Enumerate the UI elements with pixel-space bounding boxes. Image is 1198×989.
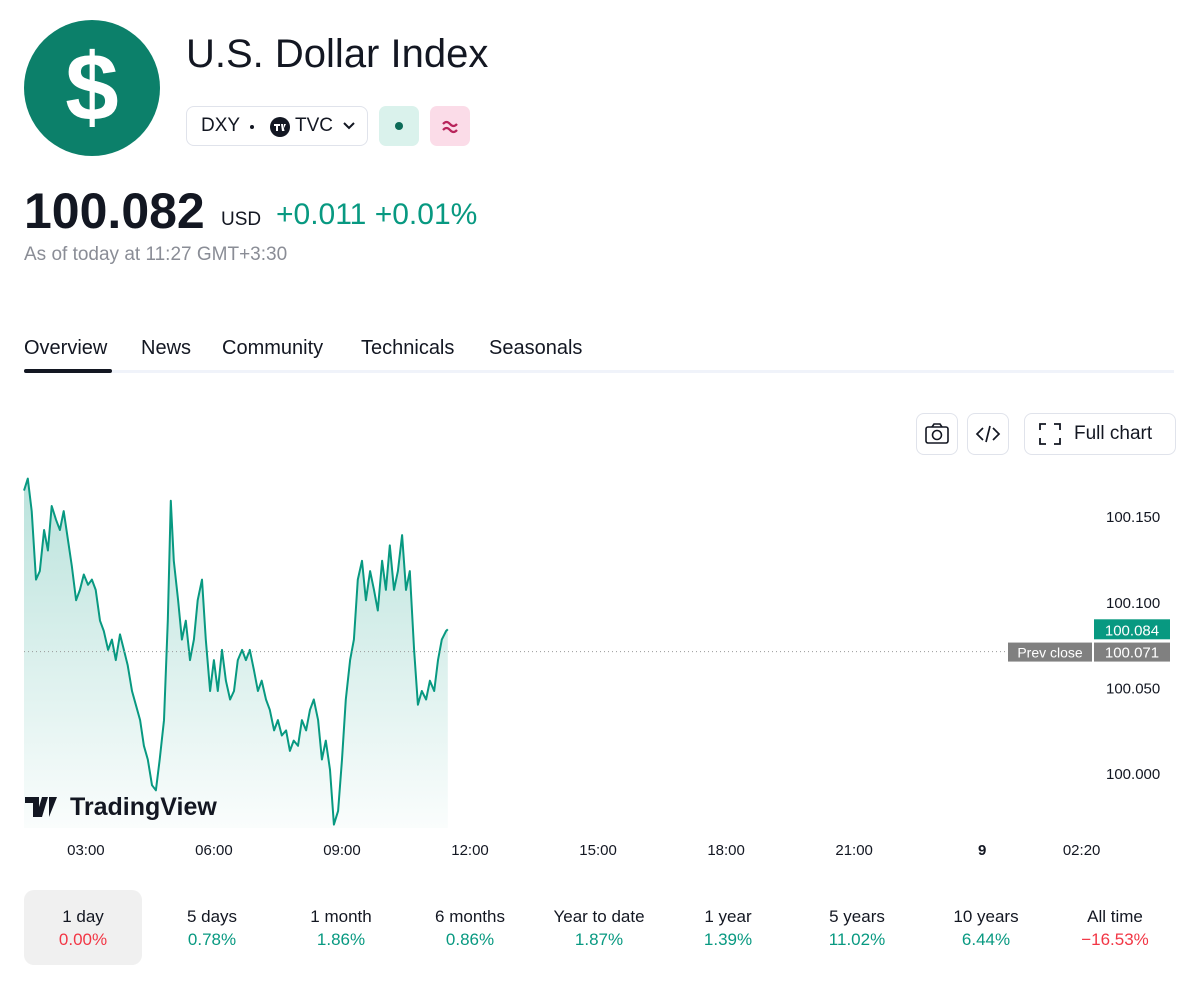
last-value: 100.084 bbox=[1105, 622, 1159, 639]
period-change: 1.86% bbox=[316, 930, 366, 949]
x-tick-label: 21:00 bbox=[835, 842, 873, 859]
period[interactable]: 1 month 1.86% bbox=[282, 890, 400, 965]
x-tick-label: 12:00 bbox=[451, 842, 489, 859]
period-label: 1 month bbox=[310, 907, 372, 926]
period-label: Year to date bbox=[553, 907, 645, 926]
prev-close-value: 100.071 bbox=[1105, 645, 1159, 662]
period-label: 5 years bbox=[829, 907, 885, 926]
period-change: 0.86% bbox=[445, 930, 495, 949]
period-label: 1 year bbox=[704, 907, 752, 926]
tab[interactable]: News bbox=[141, 337, 192, 359]
price: 100.082 bbox=[24, 183, 205, 239]
x-tick-label: 18:00 bbox=[707, 842, 745, 859]
period-change: 0.78% bbox=[187, 930, 237, 949]
as-of: As of today at 11:27 GMT+3:30 bbox=[24, 244, 288, 265]
exchange-icon bbox=[270, 117, 290, 137]
period-change: 1.39% bbox=[703, 930, 753, 949]
period-label: 1 day bbox=[62, 907, 104, 926]
chevron bbox=[343, 122, 355, 130]
change: +0.011 +0.01% bbox=[276, 198, 477, 232]
period-change: 1.87% bbox=[574, 930, 624, 949]
x-tick-label: 9 bbox=[978, 842, 986, 859]
tab-indicator bbox=[24, 369, 112, 373]
currency: USD bbox=[221, 209, 262, 230]
tab[interactable]: Overview bbox=[24, 337, 108, 359]
x-tick-label: 02:20 bbox=[1063, 842, 1101, 859]
period-label: 6 months bbox=[435, 907, 505, 926]
y-tick-label: 100.150 bbox=[1106, 509, 1160, 526]
separator bbox=[250, 125, 254, 129]
prev-close-label: Prev close bbox=[1017, 645, 1083, 661]
symbol-selector[interactable]: DXY TVC bbox=[186, 106, 368, 146]
period-change: 0.00% bbox=[58, 930, 108, 949]
period-change: 6.44% bbox=[961, 930, 1011, 949]
period-label: 10 years bbox=[953, 907, 1019, 926]
period[interactable]: 5 years 11.02% bbox=[798, 890, 916, 965]
period-change: 11.02% bbox=[828, 930, 886, 949]
period-label: 5 days bbox=[186, 907, 238, 926]
watermark-logo bbox=[25, 797, 57, 817]
x-tick-label: 15:00 bbox=[579, 842, 617, 859]
y-tick-label: 100.050 bbox=[1106, 681, 1160, 698]
last-value-box bbox=[1094, 619, 1170, 640]
prev-close-box bbox=[1094, 642, 1170, 662]
market-open-badge[interactable] bbox=[379, 106, 419, 146]
area bbox=[24, 478, 448, 828]
snapshot-button[interactable] bbox=[916, 413, 958, 455]
title: U.S. Dollar Index bbox=[186, 32, 489, 76]
x-tick-label: 06:00 bbox=[195, 842, 233, 859]
embed-button[interactable] bbox=[967, 413, 1009, 455]
full-chart-label: Full chart bbox=[1074, 423, 1153, 444]
period[interactable]: 5 days 0.78% bbox=[153, 890, 271, 965]
logo: $ bbox=[24, 20, 160, 156]
y-tick-label: 100.100 bbox=[1106, 595, 1160, 612]
symbol: DXY bbox=[201, 115, 241, 136]
code-icon bbox=[975, 425, 1001, 443]
expand-icon bbox=[1039, 423, 1061, 445]
exchange: TVC bbox=[295, 115, 333, 136]
x-tick-label: 09:00 bbox=[323, 842, 361, 859]
y-tick-label: 100.000 bbox=[1106, 766, 1160, 783]
tab-rule bbox=[24, 370, 1174, 373]
x-tick-label: 03:00 bbox=[67, 842, 105, 859]
change-pct: +0.01% bbox=[374, 198, 478, 231]
period[interactable]: 1 year 1.39% bbox=[669, 890, 787, 965]
tab[interactable]: Seasonals bbox=[489, 337, 583, 359]
prev-close-tag bbox=[1008, 642, 1092, 662]
period[interactable]: 10 years 6.44% bbox=[927, 890, 1045, 965]
period-change: −16.53% bbox=[1081, 930, 1149, 949]
period[interactable]: 1 day 0.00% bbox=[24, 890, 142, 965]
period-label: All time bbox=[1087, 907, 1143, 926]
period[interactable]: All time −16.53% bbox=[1056, 890, 1174, 965]
tab[interactable]: Community bbox=[222, 337, 324, 359]
period[interactable]: Year to date 1.87% bbox=[540, 890, 658, 965]
full-chart-button[interactable]: Full chart bbox=[1024, 413, 1176, 455]
watermark: TradingView bbox=[70, 793, 217, 821]
tab[interactable]: Technicals bbox=[361, 337, 455, 359]
camera-icon bbox=[925, 423, 949, 444]
period[interactable]: 6 months 0.86% bbox=[411, 890, 529, 965]
change-abs: +0.011 bbox=[276, 198, 367, 231]
derived-badge[interactable] bbox=[430, 106, 470, 146]
line bbox=[23, 477, 449, 826]
